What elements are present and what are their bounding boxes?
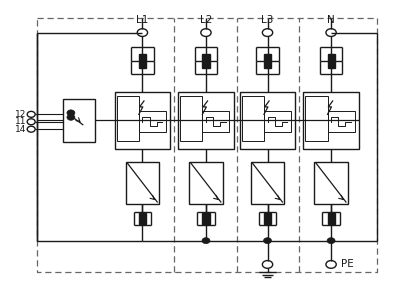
Bar: [202, 54, 210, 68]
Circle shape: [264, 238, 272, 244]
Bar: [139, 213, 146, 224]
Circle shape: [202, 238, 210, 244]
Text: L3: L3: [261, 15, 274, 25]
Bar: [264, 111, 291, 133]
Circle shape: [327, 238, 335, 244]
Bar: [178, 92, 234, 148]
Bar: [303, 92, 359, 148]
Bar: [328, 111, 354, 133]
Bar: [328, 213, 335, 224]
Bar: [328, 54, 335, 68]
Text: 12: 12: [15, 110, 26, 119]
Bar: [305, 96, 328, 141]
Text: 14: 14: [15, 125, 26, 134]
Circle shape: [67, 114, 75, 120]
Circle shape: [67, 110, 75, 116]
Text: 11: 11: [14, 117, 26, 126]
Bar: [264, 213, 271, 224]
Bar: [114, 92, 170, 148]
Bar: [314, 162, 348, 203]
Bar: [189, 162, 223, 203]
Bar: [126, 162, 159, 203]
Bar: [264, 54, 271, 68]
Bar: [242, 96, 264, 141]
Bar: [116, 96, 139, 141]
Bar: [139, 54, 146, 68]
Text: L2: L2: [200, 15, 212, 25]
Bar: [240, 92, 295, 148]
Bar: [139, 111, 166, 133]
Bar: [63, 99, 95, 142]
Text: N: N: [327, 15, 335, 25]
Bar: [180, 96, 202, 141]
Bar: [202, 111, 229, 133]
Bar: [251, 162, 284, 203]
Text: PE: PE: [341, 260, 354, 269]
Bar: [202, 213, 210, 224]
Text: L1: L1: [136, 15, 148, 25]
